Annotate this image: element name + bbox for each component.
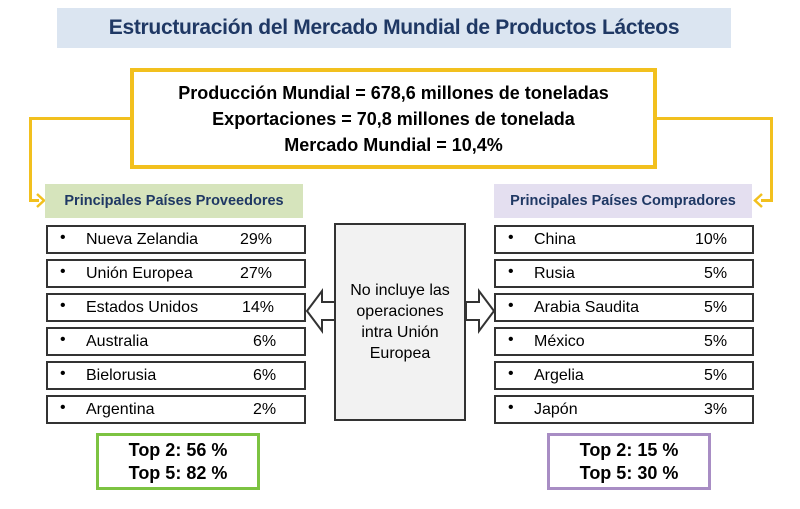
buyer-name: Japón <box>534 401 578 418</box>
connector-right-horizontal <box>657 117 772 120</box>
connector-right-arrowhead <box>753 193 763 208</box>
buyer-name: Arabia Saudita <box>534 299 639 316</box>
bullet-icon: • <box>508 229 514 246</box>
supplier-name: Estados Unidos <box>86 299 199 316</box>
bullet-icon: • <box>60 263 66 280</box>
supplier-share: 29% <box>240 231 273 248</box>
bullet-icon: • <box>60 331 66 348</box>
buyer-name: México <box>534 333 585 350</box>
bullet-icon: • <box>508 399 514 416</box>
supplier-share: 14% <box>242 299 275 316</box>
bullet-icon: • <box>60 365 66 382</box>
buyer-row: • Japón 3% <box>494 395 754 424</box>
note-box: No incluye las operaciones intra Unión E… <box>334 223 466 421</box>
supplier-share: 6% <box>253 367 277 384</box>
summary-production: Producción Mundial = 678,6 millones de t… <box>178 82 609 103</box>
supplier-row: • Bielorusia 6% <box>46 361 306 390</box>
buyer-name: Argelia <box>534 367 584 384</box>
supplier-share: 27% <box>240 265 273 282</box>
note-line: Europea <box>369 345 431 362</box>
buyer-share: 5% <box>704 299 728 316</box>
bullet-icon: • <box>60 229 66 246</box>
suppliers-header-label: Principales Países Proveedores <box>64 193 284 209</box>
buyer-row: • China 10% <box>494 225 754 254</box>
supplier-row: • Australia 6% <box>46 327 306 356</box>
buyer-row: • Rusia 5% <box>494 259 754 288</box>
connector-left-horizontal <box>30 117 130 120</box>
buyer-name: Rusia <box>534 265 575 282</box>
supplier-share: 2% <box>253 401 277 418</box>
supplier-row: • Estados Unidos 14% <box>46 293 306 322</box>
supplier-share: 6% <box>253 333 277 350</box>
buyers-top2: Top 2: 15 % <box>579 439 679 460</box>
title-bar: Estructuración del Mercado Mundial de Pr… <box>57 8 731 48</box>
page-title: Estructuración del Mercado Mundial de Pr… <box>108 16 680 39</box>
buyers-header-label: Principales Países Compradores <box>510 193 736 209</box>
summary-market: Mercado Mundial = 10,4% <box>284 134 503 155</box>
buyers-header: Principales Países Compradores <box>494 184 752 218</box>
buyer-share: 5% <box>704 333 728 350</box>
buyers-top5: Top 5: 30 % <box>579 462 679 483</box>
right-arrow-icon <box>465 288 496 334</box>
bullet-icon: • <box>508 331 514 348</box>
bullet-icon: • <box>60 297 66 314</box>
bullet-icon: • <box>508 297 514 314</box>
supplier-name: Australia <box>86 333 149 350</box>
supplier-name: Nueva Zelandia <box>86 231 199 248</box>
supplier-row: • Unión Europea 27% <box>46 259 306 288</box>
note-line: operaciones <box>356 303 444 320</box>
supplier-name: Bielorusia <box>86 367 157 384</box>
bullet-icon: • <box>60 399 66 416</box>
buyer-row: • México 5% <box>494 327 754 356</box>
supplier-name: Unión Europea <box>86 265 193 282</box>
suppliers-header: Principales Países Proveedores <box>45 184 303 218</box>
bullet-icon: • <box>508 263 514 280</box>
suppliers-top2: Top 2: 56 % <box>128 439 228 460</box>
suppliers-top-box: Top 2: 56 % Top 5: 82 % <box>96 433 260 490</box>
buyer-share: 3% <box>704 401 728 418</box>
buyer-row: • Argelia 5% <box>494 361 754 390</box>
supplier-row: • Nueva Zelandia 29% <box>46 225 306 254</box>
summary-box: Producción Mundial = 678,6 millones de t… <box>130 68 657 169</box>
connector-left-to-header <box>29 199 39 202</box>
buyers-top-box: Top 2: 15 % Top 5: 30 % <box>547 433 711 490</box>
connector-right-to-header <box>761 199 773 202</box>
connector-left-vertical <box>29 117 32 202</box>
summary-exports: Exportaciones = 70,8 millones de tonelad… <box>212 108 575 129</box>
supplier-name: Argentina <box>86 401 155 418</box>
buyer-share: 5% <box>704 367 728 384</box>
bullet-icon: • <box>508 365 514 382</box>
note-line: No incluye las <box>350 282 450 299</box>
suppliers-top5: Top 5: 82 % <box>128 462 228 483</box>
buyer-share: 5% <box>704 265 728 282</box>
buyer-name: China <box>534 231 576 248</box>
connector-right-vertical <box>770 117 773 202</box>
buyer-share: 10% <box>695 231 728 248</box>
left-arrow-icon <box>305 288 336 334</box>
buyer-row: • Arabia Saudita 5% <box>494 293 754 322</box>
connector-left-arrowhead <box>36 193 46 208</box>
supplier-row: • Argentina 2% <box>46 395 306 424</box>
note-line: intra Unión <box>361 324 439 341</box>
